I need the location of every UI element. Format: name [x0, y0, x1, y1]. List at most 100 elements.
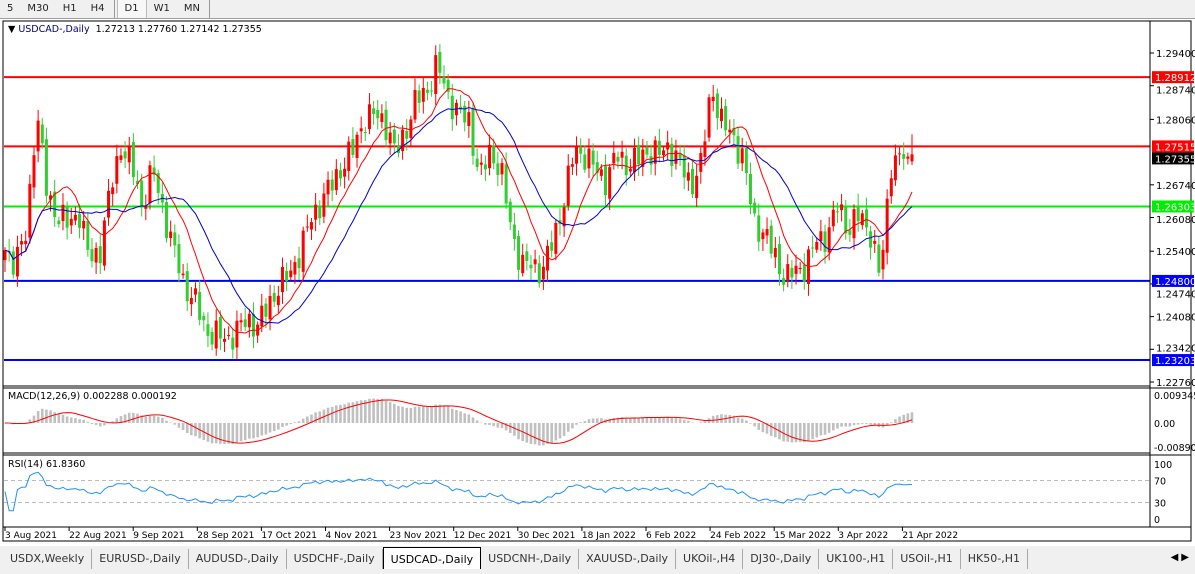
candle-body	[542, 267, 545, 279]
date-tick-label: 21 Apr 2022	[902, 531, 958, 541]
title-dropdown-icon[interactable]: ▼	[8, 24, 18, 35]
candle-body	[753, 203, 756, 214]
candle-body	[32, 155, 35, 187]
price-tick-label: 1.28060	[1156, 115, 1195, 126]
candle-body	[844, 207, 847, 233]
candle-body	[790, 268, 793, 278]
macd-histogram-bar	[741, 419, 744, 423]
candle-body	[840, 204, 843, 210]
timeframe-h1[interactable]: H1	[56, 0, 84, 18]
rsi-tick-label: 0	[1154, 515, 1160, 526]
timeframe-5[interactable]: 5	[0, 0, 20, 18]
macd-histogram-bar	[99, 423, 102, 426]
rsi-label: RSI(14) 61.8360	[8, 459, 85, 470]
macd-histogram-bar	[795, 423, 798, 442]
candle-body	[720, 109, 723, 122]
macd-histogram-bar	[45, 410, 48, 423]
candle-body	[61, 205, 64, 221]
candle-body	[513, 225, 516, 239]
timeframe-d1[interactable]: D1	[117, 0, 147, 18]
candle-body	[327, 180, 330, 195]
macd-histogram-bar	[145, 417, 148, 423]
macd-histogram-bar	[857, 423, 860, 425]
chart-tab[interactable]: USDCHF-,Daily	[287, 549, 383, 569]
candle-body	[836, 211, 839, 212]
rsi-tick-label: 30	[1154, 499, 1166, 510]
timeframe-h4[interactable]: H4	[84, 0, 112, 18]
candle-body	[517, 236, 520, 270]
chart-tab[interactable]: XAUUSD-,Daily	[579, 549, 676, 569]
chart-tab[interactable]: DJ30-,Daily	[743, 549, 819, 569]
date-tick-label: 23 Nov 2021	[390, 531, 448, 541]
macd-histogram-bar	[343, 404, 346, 423]
candle-body	[476, 159, 479, 167]
macd-histogram-bar	[745, 421, 748, 423]
chart-tab[interactable]: USDX,Weekly	[3, 549, 92, 569]
macd-histogram-bar	[410, 408, 413, 423]
candle-body	[385, 110, 388, 140]
macd-histogram-bar	[844, 423, 847, 426]
candle-body	[724, 106, 727, 130]
candle-body	[103, 220, 106, 265]
candle-body	[111, 187, 114, 194]
macd-histogram-bar	[132, 413, 135, 423]
macd-histogram-bar	[807, 423, 810, 441]
macd-histogram-bar	[662, 417, 665, 423]
candle-body	[749, 174, 752, 204]
candle-body	[761, 232, 764, 239]
candle-body	[886, 199, 889, 253]
chart-tab[interactable]: USOil-,H1	[893, 549, 961, 569]
macd-histogram-bar	[74, 418, 77, 423]
macd-histogram-bar	[186, 423, 189, 433]
candle-body	[90, 249, 93, 261]
chart-tab[interactable]: EURUSD-,Daily	[92, 549, 188, 569]
level-price-label: 1.23203	[1155, 356, 1195, 367]
macd-tick-label: 0.00	[1154, 419, 1175, 430]
macd-histogram-bar	[298, 421, 301, 423]
macd-histogram-bar	[62, 415, 65, 423]
macd-histogram-bar	[215, 423, 218, 443]
macd-histogram-bar	[538, 423, 541, 446]
macd-histogram-bar	[559, 423, 562, 439]
candle-body	[534, 259, 537, 264]
macd-histogram-bar	[318, 411, 321, 423]
candle-body	[496, 163, 499, 175]
chart-tab[interactable]: UKOil-,H4	[676, 549, 743, 569]
candle-body	[360, 128, 363, 131]
level-price-label: 1.27515	[1155, 142, 1195, 153]
candle-body	[173, 232, 176, 245]
macd-histogram-bar	[728, 415, 731, 423]
timeframe-w1[interactable]: W1	[147, 0, 177, 18]
candle-body	[612, 153, 615, 163]
chart-tab[interactable]: USDCAD-,Daily	[383, 547, 481, 569]
macd-histogram-bar	[911, 412, 914, 423]
macd-histogram-bar	[596, 418, 599, 423]
candle-body	[538, 263, 541, 283]
price-tick-label: 1.26740	[1156, 181, 1195, 192]
chart-tab[interactable]: HK50-,H1	[961, 549, 1028, 569]
macd-histogram-bar	[281, 423, 284, 427]
macd-histogram-bar	[149, 416, 152, 423]
candle-body	[430, 90, 433, 91]
chart-tab[interactable]: USDCNH-,Daily	[481, 549, 579, 569]
level-price-label: 1.28912	[1155, 73, 1195, 84]
candle-body	[650, 156, 653, 164]
timeframe-mn[interactable]: MN	[177, 0, 207, 18]
tab-scroll-right-icon[interactable]: ▶	[1181, 552, 1189, 563]
candle-body	[37, 121, 40, 152]
candle-body	[832, 210, 835, 227]
macd-histogram-bar	[231, 423, 234, 444]
candle-body	[563, 207, 566, 226]
candle-body	[583, 154, 586, 169]
macd-histogram-bar	[571, 423, 574, 428]
timeframe-m30[interactable]: M30	[20, 0, 55, 18]
candle-body	[211, 332, 214, 345]
chart-tab[interactable]: UK100-,H1	[819, 549, 893, 569]
candle-body	[293, 262, 296, 274]
tab-scroll-left-icon[interactable]: ◀	[1171, 552, 1179, 563]
macd-histogram-bar	[182, 423, 185, 430]
chart-tab[interactable]: AUDUSD-,Daily	[189, 549, 287, 569]
candle-body	[12, 252, 15, 275]
